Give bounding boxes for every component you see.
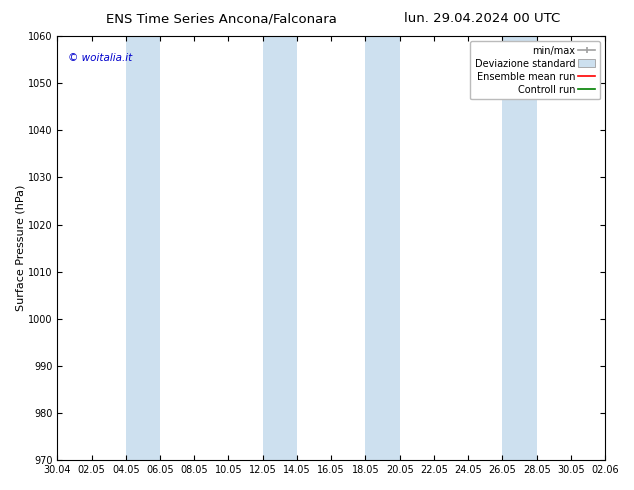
Text: lun. 29.04.2024 00 UTC: lun. 29.04.2024 00 UTC [404,12,560,25]
Legend: min/max, Deviazione standard, Ensemble mean run, Controll run: min/max, Deviazione standard, Ensemble m… [470,41,600,99]
Text: © woitalia.it: © woitalia.it [68,53,133,63]
Bar [605,36,623,460]
Bar [126,36,160,460]
Y-axis label: Surface Pressure (hPa): Surface Pressure (hPa) [15,185,25,311]
Bar [365,36,399,460]
Text: ENS Time Series Ancona/Falconara: ENS Time Series Ancona/Falconara [107,12,337,25]
Bar [503,36,537,460]
Bar [262,36,297,460]
